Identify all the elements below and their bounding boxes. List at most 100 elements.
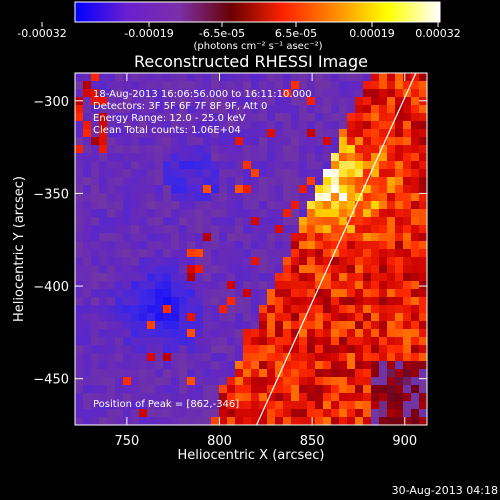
heatmap-pixel [291,281,300,290]
heatmap-pixel [115,297,124,306]
heatmap-pixel [267,297,276,306]
heatmap-pixel [411,129,420,138]
heatmap-pixel [291,353,300,362]
heatmap-pixel [131,233,140,242]
heatmap-pixel [115,241,124,250]
heatmap-pixel [315,417,324,425]
heatmap-pixel [323,209,332,218]
heatmap-pixel [315,409,324,418]
heatmap-pixel [203,281,212,290]
heatmap-pixel [219,281,228,290]
x-tick-label: 750 [114,434,139,449]
heatmap-pixel [243,121,252,130]
heatmap-pixel [83,313,92,322]
heatmap-pixel [203,329,212,338]
heatmap-pixel [235,193,244,202]
heatmap-pixel [211,209,220,218]
heatmap-pixel [83,257,92,266]
heatmap-pixel [211,137,220,146]
heatmap-pixel [299,289,308,298]
heatmap-pixel [131,401,140,410]
heatmap-pixel [291,329,300,338]
heatmap-pixel [347,417,356,425]
heatmap-pixel [387,345,396,354]
heatmap-pixel [187,273,196,282]
heatmap-pixel [283,369,292,378]
heatmap-pixel [379,169,388,178]
heatmap-pixel [371,121,380,130]
heatmap-pixel [75,105,84,114]
heatmap-pixel [171,153,180,162]
heatmap-pixel [235,273,244,282]
heatmap-pixel [203,209,212,218]
heatmap-pixel [339,121,348,130]
heatmap-pixel [371,305,380,314]
heatmap-pixel [251,385,260,394]
heatmap-pixel [267,177,276,186]
heatmap-pixel [299,385,308,394]
heatmap-pixel [379,153,388,162]
heatmap-pixel [387,417,396,425]
heatmap-pixel [123,129,132,138]
heatmap-pixel [115,257,124,266]
heatmap-pixel [91,353,100,362]
heatmap-pixel [139,257,148,266]
heatmap-pixel [259,273,268,282]
heatmap-pixel [315,185,324,194]
heatmap-pixel [195,241,204,250]
heatmap-pixel [387,289,396,298]
heatmap-pixel [171,97,180,106]
heatmap-pixel [315,297,324,306]
heatmap-pixel [171,161,180,170]
heatmap-pixel [219,137,228,146]
heatmap-pixel [347,225,356,234]
heatmap-pixel [323,153,332,162]
heatmap-pixel [139,249,148,258]
heatmap-pixel [227,193,236,202]
heatmap-pixel [131,185,140,194]
heatmap-pixel [91,153,100,162]
heatmap-pixel [107,321,116,330]
heatmap-pixel [331,401,340,410]
heatmap-pixel [371,153,380,162]
heatmap-pixel [363,233,372,242]
heatmap-pixel [331,89,340,98]
heatmap-pixel [419,169,427,178]
heatmap-pixel [403,153,412,162]
heatmap-pixel [267,393,276,402]
heatmap-pixel [339,193,348,202]
heatmap-pixel [243,289,252,298]
heatmap-pixel [91,225,100,234]
heatmap-pixel [355,409,364,418]
heatmap-pixel [243,81,252,90]
heatmap-pixel [283,97,292,106]
heatmap-pixel [411,417,420,425]
heatmap-pixel [395,321,404,330]
heatmap-pixel [387,273,396,282]
heatmap-pixel [179,361,188,370]
heatmap-pixel [195,305,204,314]
heatmap-pixel [323,201,332,210]
heatmap-pixel [99,153,108,162]
heatmap-pixel [99,297,108,306]
heatmap-pixel [139,289,148,298]
heatmap-pixel [307,297,316,306]
heatmap-pixel [107,161,116,170]
heatmap-pixel [163,169,172,178]
heatmap-pixel [91,249,100,258]
heatmap-pixel [251,353,260,362]
heatmap-pixel [211,273,220,282]
heatmap-pixel [363,89,372,98]
heatmap-pixel [139,209,148,218]
heatmap-pixel [75,209,84,218]
heatmap-pixel [395,153,404,162]
heatmap-pixel [251,161,260,170]
heatmap-pixel [387,201,396,210]
heatmap-pixel [83,297,92,306]
heatmap-pixel [259,97,268,106]
heatmap-pixel [91,377,100,386]
heatmap-pixel [251,185,260,194]
heatmap-pixel [331,153,340,162]
heatmap-pixel [267,113,276,122]
heatmap-pixel [163,273,172,282]
